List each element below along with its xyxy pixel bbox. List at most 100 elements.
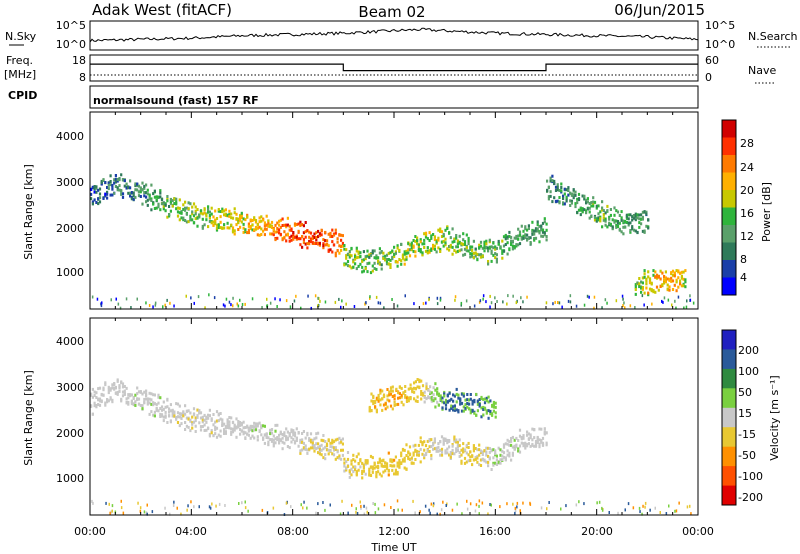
velocity-cell [219,434,222,438]
power-cell [654,275,657,279]
power-cell [456,239,459,243]
velocity-cell [497,460,500,464]
velocity-speckle [359,500,361,504]
power-cell [408,243,412,247]
power-cell [551,179,554,183]
power-cell [671,269,675,273]
power-cell [178,198,181,202]
power-cell [378,251,381,255]
velocity-cell [150,402,153,406]
power-cell [366,254,369,258]
velocity-cell [492,461,495,465]
velocity-cell [123,391,126,395]
power-cell [233,207,236,211]
power-cell [343,247,346,251]
power-cell [191,212,194,216]
power-cell [198,215,201,219]
power-cell [253,217,256,221]
power-cell [536,227,539,231]
velocity-cell [199,425,203,429]
velocity-cell [274,441,277,445]
velocity-cell [258,421,261,425]
power-cell [176,210,180,214]
power-cell [430,247,433,251]
velocity-cell [346,451,350,454]
power-cell [93,185,96,188]
power-cell [366,262,369,266]
velocity-cell [286,436,289,440]
velocity-speckle [377,507,380,511]
power-cell [622,232,625,236]
velocity-cell [485,446,488,450]
power-cell [276,230,279,234]
power-cell [640,222,643,226]
velocity-cell [517,439,520,442]
power-cell [212,220,215,224]
power-cell [332,233,336,237]
xaxis-label: Time UT [370,541,416,554]
power-speckle [237,304,240,308]
power-cell [533,238,536,242]
power-cell [629,229,632,232]
velocity-cell [329,445,332,449]
power-cell [565,199,568,203]
power-cell [613,213,616,217]
velocity-cell [456,443,459,447]
velocity-speckle [424,504,427,508]
velocity-cell [407,457,410,461]
power-cell [246,215,249,219]
velocity-cell [408,457,412,461]
velocity-cell [432,397,435,400]
velocity-cell [269,438,272,441]
velocity-cell [189,418,192,422]
velocity-cell [416,395,419,399]
power-cell [175,207,178,211]
power-cell [451,245,454,249]
power-cell [269,225,272,229]
power-cell [585,198,588,202]
velocity-cell [414,399,417,403]
power-cell [604,211,607,215]
velocity-cell [175,417,178,421]
velocity-cell [322,456,325,460]
power-cell [286,216,289,220]
velocity-cell [462,449,465,453]
power-cell [254,219,258,222]
power-cell [625,214,628,218]
velocity-cell [237,423,240,427]
velocity-cell [414,380,417,384]
velocity-cell [361,472,364,476]
power-cell [215,226,219,230]
power-speckle [661,299,663,303]
power-cell [478,253,481,257]
power-cell [581,207,584,211]
velocity-cell [381,397,384,401]
velocity-cell [437,442,440,446]
velocity-cell [481,450,484,454]
power-cell [533,229,536,233]
power-cell [286,223,289,227]
nave-label: Nave [748,64,776,77]
velocity-cell [198,421,201,425]
power-cell [488,245,491,249]
velocity-cell [148,391,151,395]
velocity-cell [150,392,153,396]
velocity-cell [311,438,314,442]
velocity-cell [254,428,258,432]
velocity-cell [411,390,414,394]
power-cell [671,279,675,283]
power-cell [290,238,293,242]
power-cell [148,193,151,197]
power-cell [401,256,405,260]
power-cell [98,192,102,196]
power-cell [407,242,410,246]
velocity-cell [164,405,167,409]
power-speckle [239,298,241,302]
power-cell [354,257,357,261]
velocity-cell [157,409,160,413]
velocity-cell [460,392,464,396]
power-cell [440,240,444,244]
power-cell [361,270,364,274]
velocity-cell [102,388,105,392]
power-speckle [193,301,195,305]
